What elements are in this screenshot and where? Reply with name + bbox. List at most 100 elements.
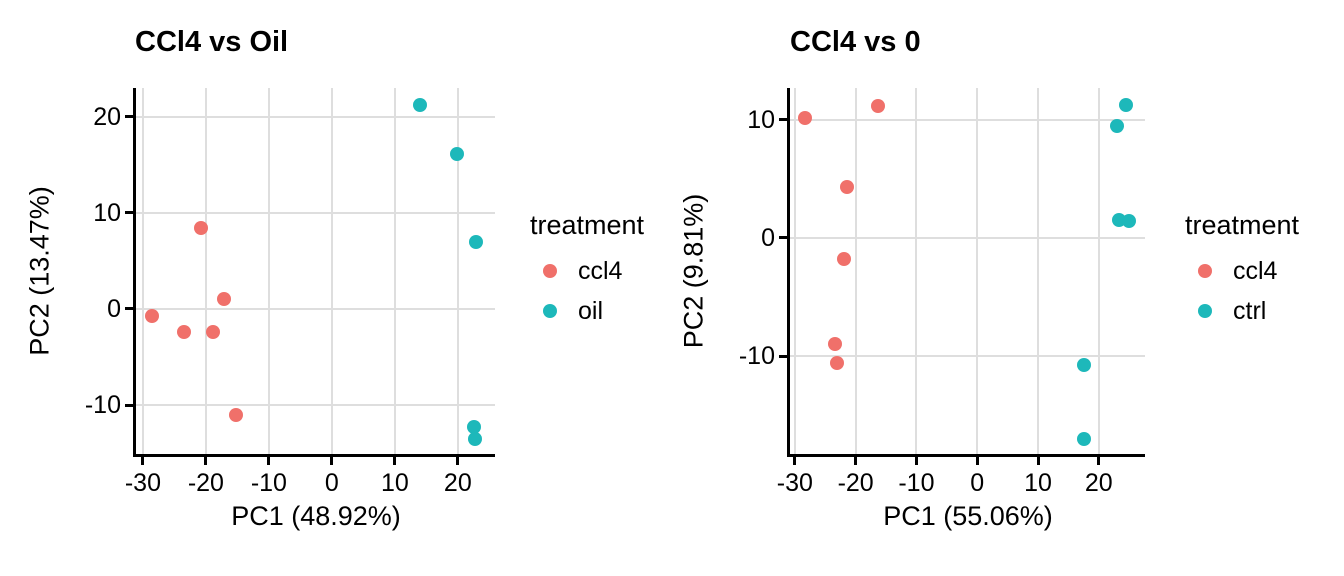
x-axis-tick [1097,457,1101,465]
plot-title: CCl4 vs 0 [790,26,921,58]
y-axis-line [787,88,790,457]
y-axis-tick [779,236,787,240]
data-point-ctrl [1077,358,1092,373]
legend-item-label: ccl4 [578,256,623,285]
gridline-vertical [456,88,459,454]
data-point-oil [413,98,428,113]
gridline-vertical [393,88,396,454]
x-tick-label: -30 [124,469,161,497]
legend-swatch-icon [543,264,557,278]
data-point-ccl4 [830,356,845,371]
legend-item-ctrl: ctrl [1185,294,1299,328]
data-point-ccl4 [837,252,852,267]
data-point-oil [466,420,481,435]
data-point-oil [468,431,483,446]
gridline-horizontal [136,307,495,310]
gridline-vertical [915,88,918,454]
legend-item-label: ctrl [1233,296,1267,325]
x-axis-tick [141,457,145,465]
gridline-vertical [793,88,796,454]
y-tick-label: -10 [738,342,775,370]
x-tick-label: 10 [380,469,409,497]
legend-item-ccl4: ccl4 [530,254,644,288]
y-axis-tick [125,211,133,215]
x-tick-label: 20 [1084,469,1113,497]
y-tick-label: 0 [761,223,775,252]
legend-swatch-icon [1198,264,1212,278]
y-axis-tick [779,354,787,358]
y-tick-label: 10 [747,105,775,134]
x-tick-label: 10 [1024,469,1052,497]
data-point-ctrl [1118,97,1133,112]
data-point-ccl4 [871,98,886,113]
legend: treatment ccl4 oil [530,208,644,328]
y-tick-label: 0 [107,294,121,323]
gridline-vertical [141,88,144,454]
x-axis-tick [330,457,334,465]
x-tick-label: 0 [970,469,985,497]
y-axis-tick [779,118,787,122]
gridline-horizontal [790,355,1145,357]
gridline-vertical [204,88,207,454]
y-tick-label: 10 [93,198,121,227]
data-point-oil [449,147,464,162]
x-axis-line [787,454,1145,457]
gridline-horizontal [790,118,1145,121]
x-axis-label: PC1 (55.06%) [883,501,1053,531]
gridline-vertical [1097,88,1100,454]
data-point-ctrl [1121,214,1136,229]
legend: treatment ccl4 ctrl [1185,208,1299,328]
legend-items: ccl4 oil [530,254,644,328]
plot-title: CCl4 vs Oil [135,26,289,58]
x-axis-tick [793,457,797,465]
data-point-ccl4 [176,325,191,339]
legend-title: treatment [530,210,645,240]
gridline-horizontal [136,404,495,406]
x-tick-label: -20 [837,469,874,497]
x-tick-label: 0 [324,469,339,497]
y-axis-tick [125,115,133,119]
x-axis-label: PC1 (48.92%) [231,501,401,531]
y-tick-label: 20 [93,102,121,131]
y-axis-tick [125,307,133,311]
data-point-ccl4 [205,325,220,339]
data-point-ctrl [1077,431,1092,446]
x-axis-tick [267,457,271,465]
x-tick-label: -10 [250,469,287,497]
gridline-horizontal [136,211,495,214]
x-axis-tick [1036,457,1040,465]
x-tick-label: -30 [776,469,813,497]
x-axis-tick [975,457,979,465]
legend-items: ccl4 ctrl [1185,254,1299,328]
data-point-ccl4 [827,337,842,352]
x-axis-line [133,454,495,457]
legend-item-oil: oil [530,294,644,328]
legend-item-ccl4: ccl4 [1185,254,1299,288]
data-point-ccl4 [840,180,855,195]
data-point-oil [469,234,484,249]
legend-swatch-icon [1198,304,1212,318]
data-point-ccl4 [228,407,243,422]
x-axis-tick [854,457,858,465]
x-axis-tick [456,457,460,465]
x-axis-tick [914,457,918,465]
gridline-vertical [976,88,979,454]
x-axis-tick [204,457,208,465]
gridline-vertical [330,88,333,454]
gridline-horizontal [136,115,495,118]
data-point-ccl4 [217,292,232,307]
gridline-vertical [267,88,270,454]
y-axis-line [133,88,136,457]
data-point-ctrl [1110,118,1125,133]
x-axis-tick [393,457,397,465]
y-axis-tick [125,403,133,407]
x-tick-label: -20 [187,469,224,497]
x-tick-label: -10 [898,469,935,497]
y-tick-label: -10 [84,391,121,419]
legend-item-label: oil [578,296,604,325]
gridline-horizontal [790,236,1145,239]
x-tick-label: 20 [443,469,472,497]
